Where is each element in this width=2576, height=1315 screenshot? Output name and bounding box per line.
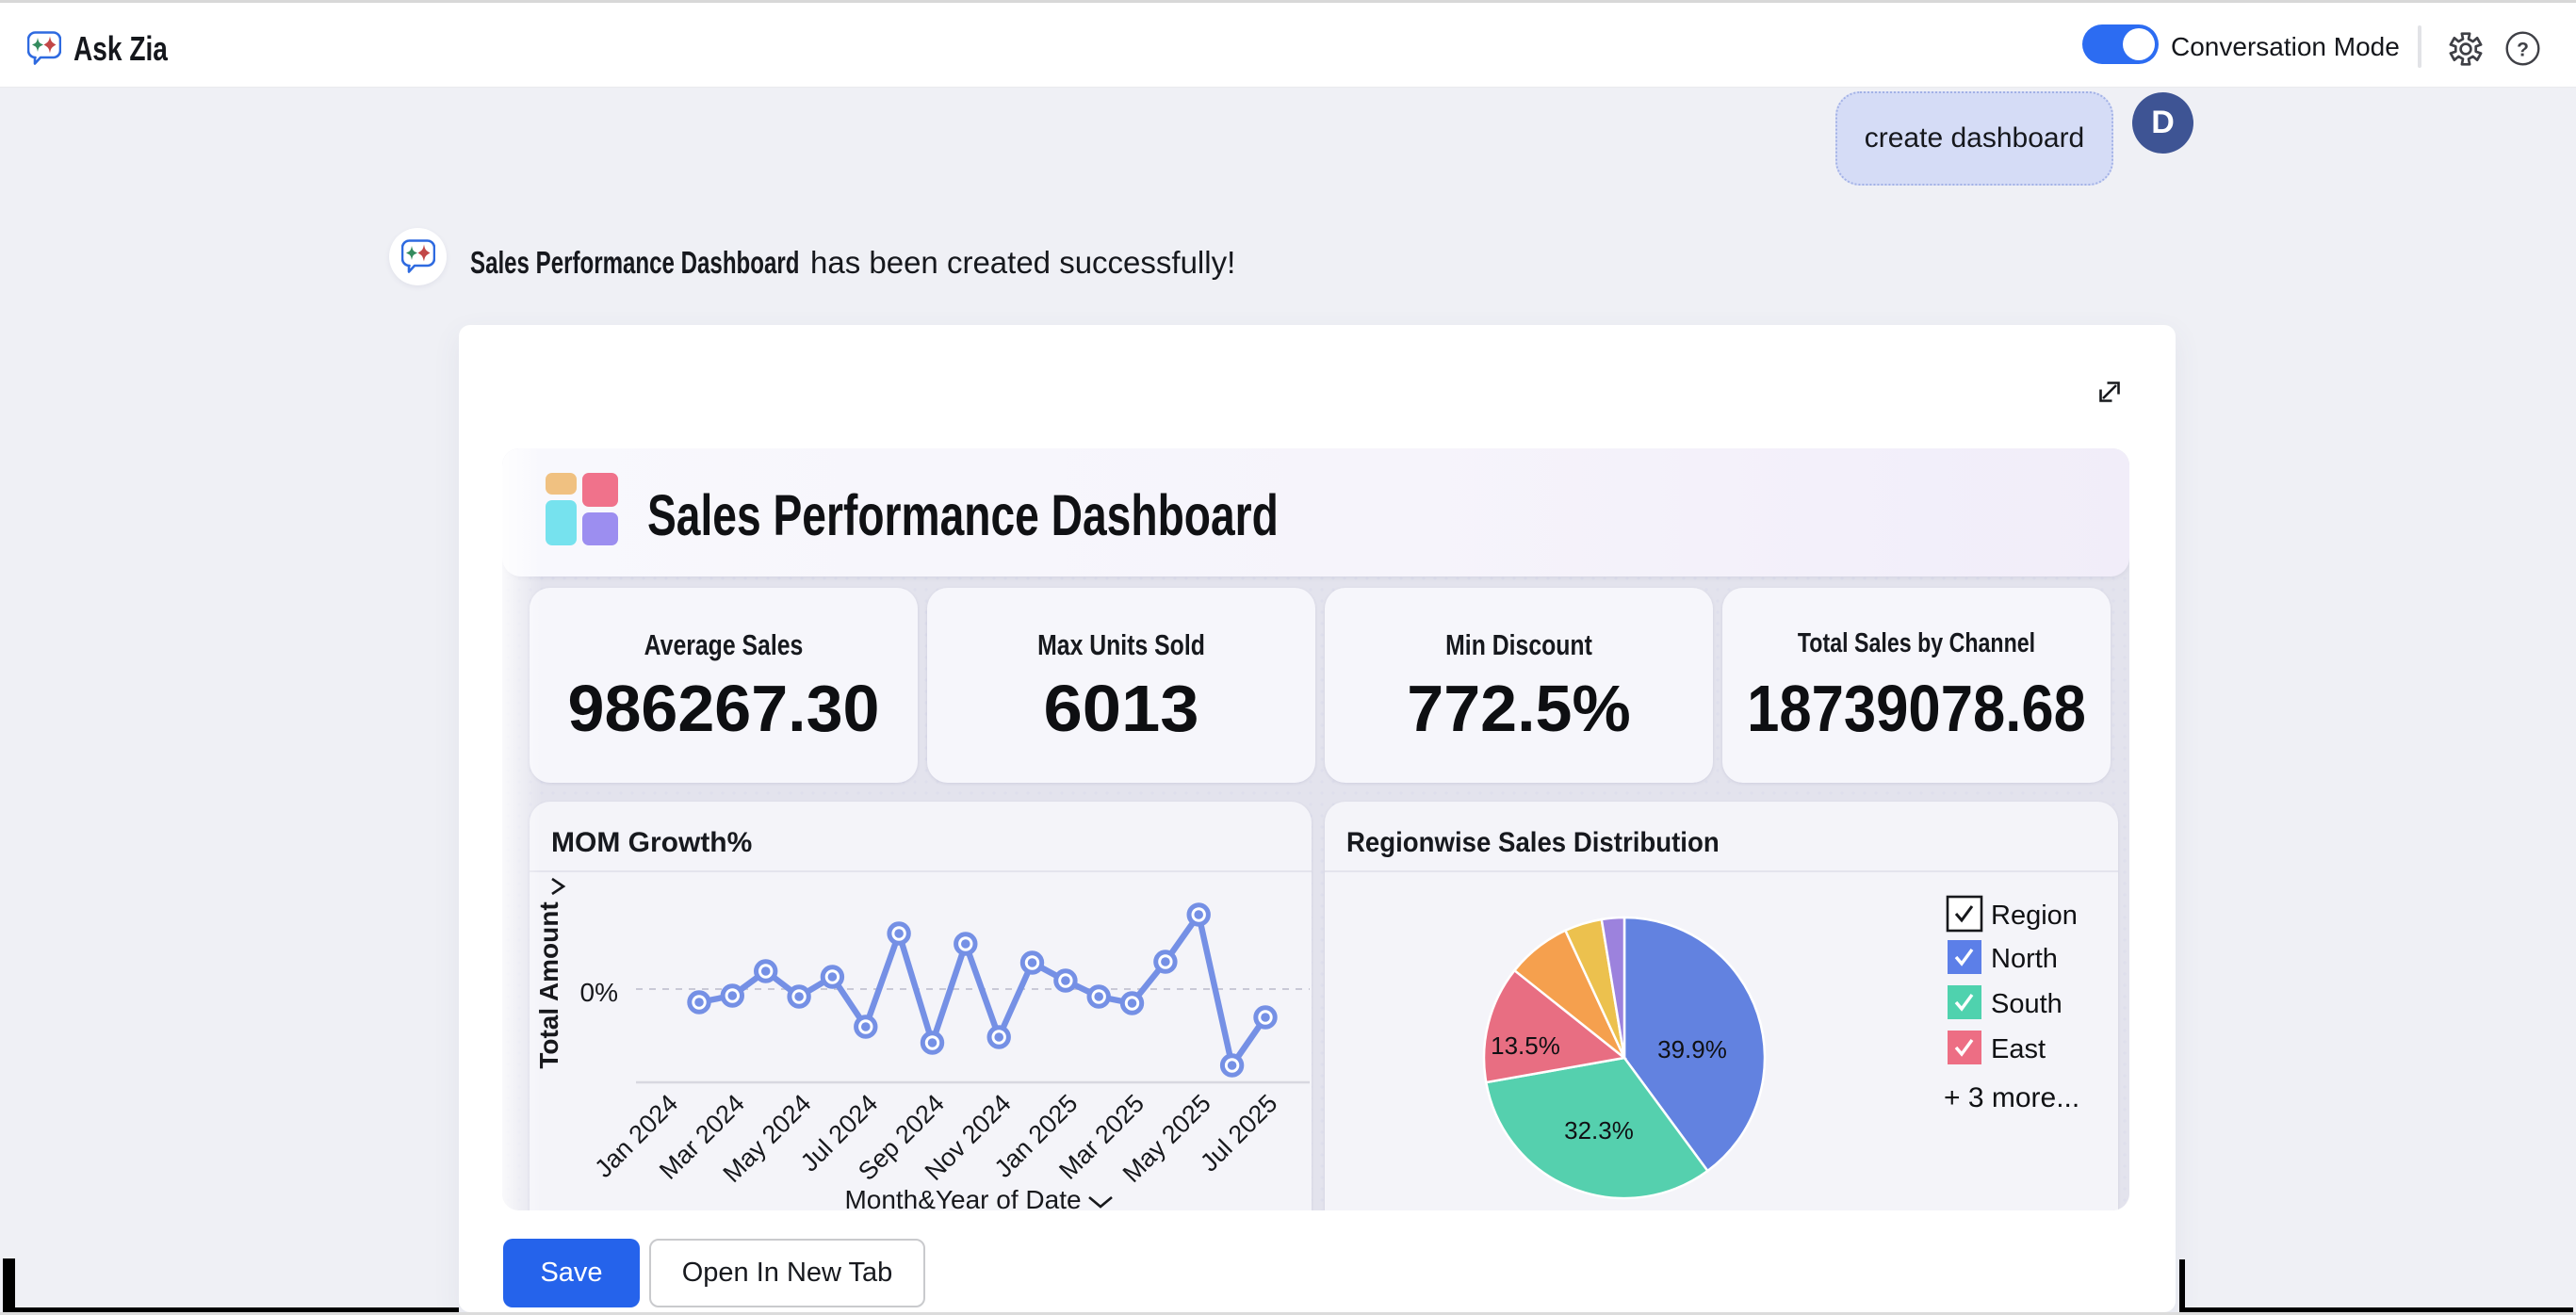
svg-text:13.5%: 13.5% bbox=[1491, 1031, 1560, 1060]
svg-text:0%: 0% bbox=[580, 978, 618, 1007]
svg-text:39.9%: 39.9% bbox=[1657, 1035, 1727, 1063]
svg-text:+ 3 more...: + 3 more... bbox=[1944, 1082, 2079, 1113]
svg-text:?: ? bbox=[2517, 40, 2529, 61]
svg-text:32.3%: 32.3% bbox=[1564, 1116, 1634, 1145]
svg-text:Month&Year of Date: Month&Year of Date bbox=[844, 1185, 1081, 1210]
svg-text:South: South bbox=[1991, 989, 2062, 1019]
svg-text:Total Amount: Total Amount bbox=[534, 901, 563, 1068]
svg-text:East: East bbox=[1991, 1034, 2046, 1064]
svg-text:Region: Region bbox=[1991, 901, 2078, 931]
svg-text:North: North bbox=[1991, 944, 2058, 974]
